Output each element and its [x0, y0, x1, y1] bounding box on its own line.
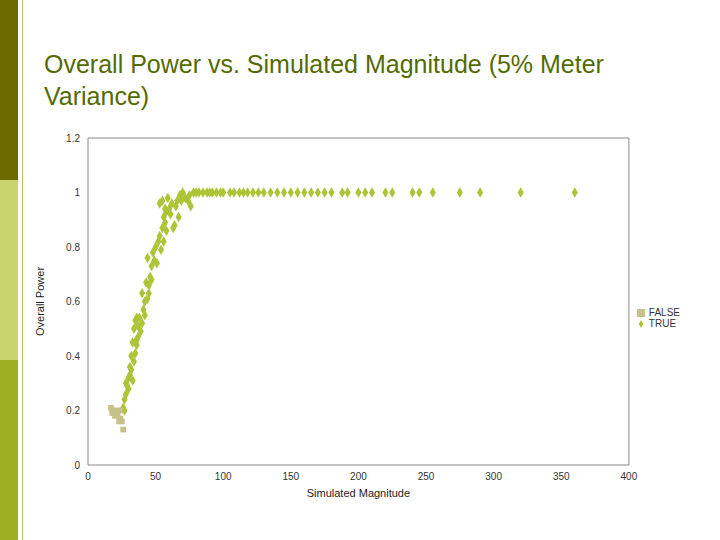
svg-text:1: 1	[74, 187, 80, 198]
svg-text:Overall Power: Overall Power	[34, 267, 46, 336]
svg-text:0.8: 0.8	[66, 242, 80, 253]
svg-text:250: 250	[418, 471, 435, 482]
svg-text:0.4: 0.4	[66, 351, 80, 362]
svg-text:Simulated Magnitude: Simulated Magnitude	[307, 487, 410, 499]
html-text:TRUE: TRUE	[648, 317, 677, 329]
svg-text:0: 0	[85, 471, 91, 482]
svg-text:400: 400	[621, 471, 638, 482]
svg-text:0.2: 0.2	[66, 405, 80, 416]
svg-text:0.6: 0.6	[66, 296, 80, 307]
svg-text:300: 300	[485, 471, 502, 482]
svg-text:0: 0	[74, 460, 80, 471]
html-text:FALSE: FALSE	[648, 306, 680, 318]
svg-text:150: 150	[282, 471, 299, 482]
html-text:Overall Power vs. Simulated Ma: Overall Power vs. Simulated Magnitude (5…	[44, 50, 604, 110]
svg-text:350: 350	[553, 471, 570, 482]
svg-text:100: 100	[215, 471, 232, 482]
svg-text:1.2: 1.2	[66, 133, 80, 144]
svg-text:50: 50	[150, 471, 162, 482]
svg-text:200: 200	[350, 471, 367, 482]
